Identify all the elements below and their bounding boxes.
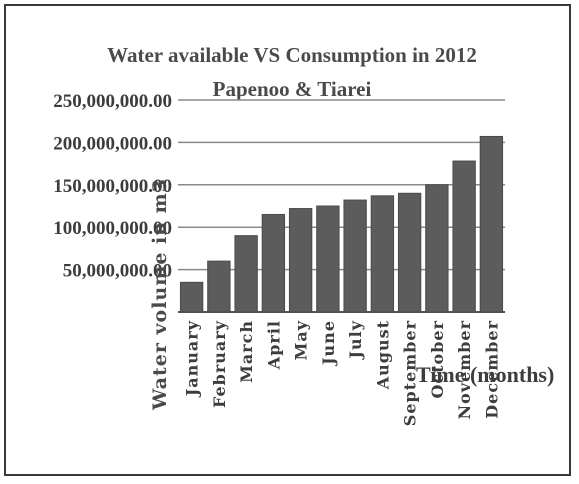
bars — [179, 135, 504, 313]
y-tick-label: 50,000,000.00 — [63, 261, 172, 282]
x-tick-label: July — [346, 320, 365, 361]
x-tick-label: August — [373, 320, 392, 390]
y-axis-label: Water volume in m3 — [149, 178, 171, 411]
bar-january — [179, 281, 204, 313]
bar-june — [316, 205, 340, 313]
bar-may — [288, 208, 313, 313]
x-tick-label: April — [264, 320, 283, 370]
y-tick-label: 150,000,000.00 — [53, 176, 172, 197]
x-tick-label: January — [183, 320, 202, 398]
chart-subtitle: Papenoo & Tiarei — [213, 77, 372, 101]
x-tick-label: November — [455, 320, 474, 420]
bar-september — [397, 192, 422, 313]
bar-august — [370, 195, 395, 313]
x-tick-labels: January February March April May June July Augu… — [183, 320, 502, 426]
y-tick-label: 250,000,000.00 — [53, 91, 172, 112]
gridlines — [178, 99, 505, 313]
x-tick-label: March — [237, 320, 256, 383]
x-tick-label: February — [210, 320, 229, 408]
y-tick-labels: 50,000,000.00 100,000,000.00 150,000,000.0… — [53, 91, 172, 282]
bar-march — [234, 235, 258, 313]
bar-october — [425, 184, 449, 313]
x-tick-label: May — [292, 320, 311, 360]
x-tick-label: October — [428, 320, 447, 399]
bar-april — [261, 213, 286, 313]
bar-november — [452, 160, 476, 313]
bar-february — [207, 260, 231, 313]
chart-title: Water available VS Consumption in 2012 — [107, 43, 477, 67]
bar-july — [343, 199, 367, 313]
chart-frame — [4, 4, 571, 476]
x-axis-label: Time (months) — [416, 362, 554, 387]
y-tick-label: 200,000,000.00 — [53, 133, 172, 154]
x-tick-label: December — [482, 320, 501, 419]
y-tick-label: 100,000,000.00 — [53, 218, 172, 239]
bar-december — [479, 135, 504, 313]
x-tick-label: June — [319, 320, 338, 367]
x-tick-label: September — [401, 320, 420, 426]
